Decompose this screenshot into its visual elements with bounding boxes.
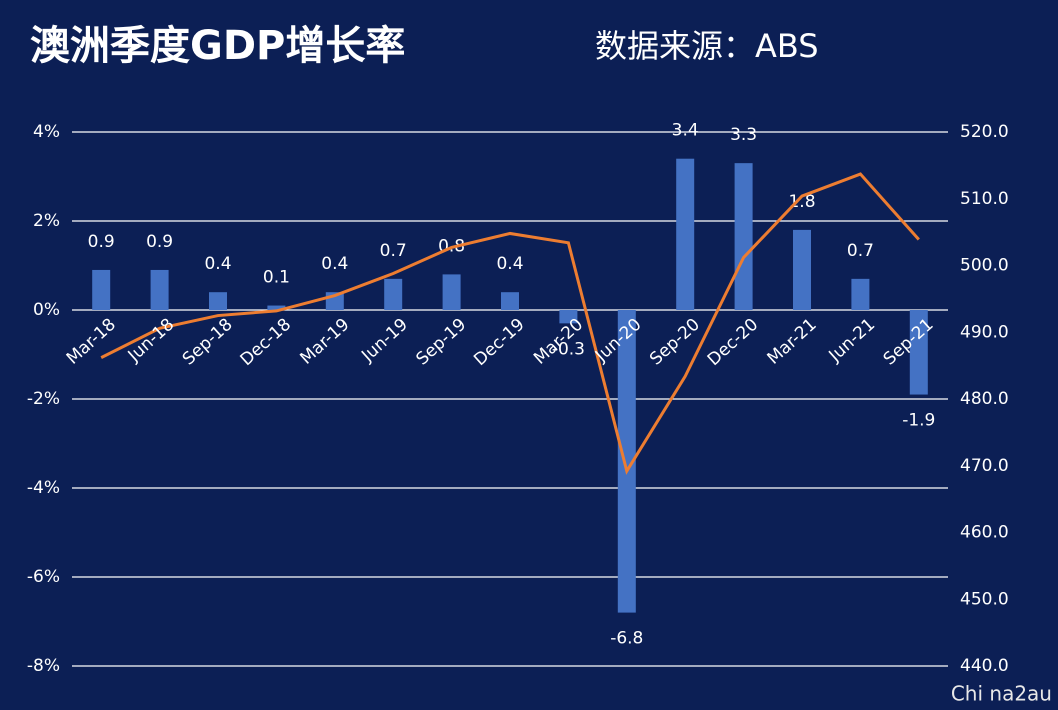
y-tick-label: -6%	[27, 567, 60, 587]
data-label: 0.9	[146, 232, 173, 252]
bar	[793, 229, 811, 310]
y2-tick-label: 510.0	[960, 189, 1009, 209]
bar	[559, 310, 578, 324]
y2-tick-label: 490.0	[960, 322, 1009, 342]
bar	[851, 278, 870, 310]
data-label: 0.4	[496, 254, 523, 274]
bar	[501, 292, 519, 310]
y2-tick-label: 480.0	[960, 389, 1009, 409]
bar	[267, 305, 286, 310]
bar	[384, 278, 403, 310]
data-label: 0.4	[204, 254, 231, 274]
data-label: 0.7	[847, 241, 874, 261]
data-label: 3.4	[672, 121, 699, 141]
y-tick-label: 0%	[33, 300, 60, 320]
bar	[676, 158, 695, 310]
bar	[909, 310, 928, 395]
chart-title: 澳洲季度GDP增长率	[30, 23, 405, 69]
y-tick-label: -4%	[27, 478, 60, 498]
y2-tick-label: 520.0	[960, 122, 1009, 142]
y2-tick-label: 470.0	[960, 456, 1009, 476]
bar	[734, 163, 753, 310]
line	[100, 172, 920, 475]
data-label: -0.3	[552, 339, 585, 359]
y-tick-label: -8%	[27, 656, 60, 676]
bar	[209, 292, 227, 310]
y2-tick-label: 500.0	[960, 256, 1009, 276]
y-tick-label: 2%	[33, 211, 60, 231]
bar	[92, 269, 111, 310]
bar	[617, 310, 636, 613]
data-label: -1.9	[902, 411, 935, 431]
data-label: 0.7	[380, 241, 407, 261]
data-label: 0.4	[321, 254, 348, 274]
data-label: 1.8	[788, 192, 815, 212]
y2-tick-label: 460.0	[960, 523, 1009, 543]
bar	[442, 274, 461, 310]
data-label: -6.8	[610, 629, 643, 649]
data-label: 0.9	[88, 232, 115, 252]
chart-subtitle: 数据来源：ABS	[595, 27, 819, 65]
y2-tick-label: 440.0	[960, 656, 1009, 676]
y-tick-label: 4%	[33, 122, 60, 142]
bar	[150, 269, 169, 310]
data-label: 0.1	[263, 268, 290, 288]
watermark: Chi na2au	[951, 682, 1052, 706]
data-label: 3.3	[730, 125, 757, 145]
y-tick-label: -2%	[27, 389, 60, 409]
y2-tick-label: 450.0	[960, 589, 1009, 609]
